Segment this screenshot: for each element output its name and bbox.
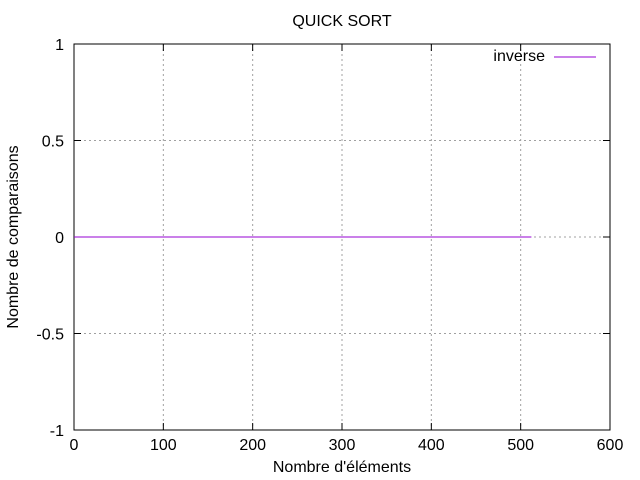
y-tick-label: 0.5	[42, 134, 64, 151]
x-tick-label: 300	[329, 437, 356, 454]
x-axis-label: Nombre d'éléments	[273, 459, 411, 476]
legend-label: inverse	[493, 48, 545, 65]
y-tick-label: -0.5	[36, 327, 64, 344]
y-tick-label: 0	[55, 230, 64, 247]
chart-title: QUICK SORT	[292, 13, 392, 30]
x-tick-label: 200	[239, 437, 266, 454]
x-tick-label: 100	[150, 437, 177, 454]
legend: inverse	[493, 48, 596, 65]
x-tick-label: 400	[418, 437, 445, 454]
x-tick-labels: 0 100 200 300 400 500 600	[70, 437, 624, 454]
x-tick-label: 0	[70, 437, 79, 454]
y-tick-label: -1	[50, 423, 64, 440]
y-tick-labels: 1 0.5 0 -0.5 -1	[36, 37, 64, 440]
x-tick-label: 500	[507, 437, 534, 454]
y-axis-label: Nombre de comparaisons	[5, 145, 22, 328]
y-tick-label: 1	[55, 37, 64, 54]
x-tick-label: 600	[597, 437, 624, 454]
